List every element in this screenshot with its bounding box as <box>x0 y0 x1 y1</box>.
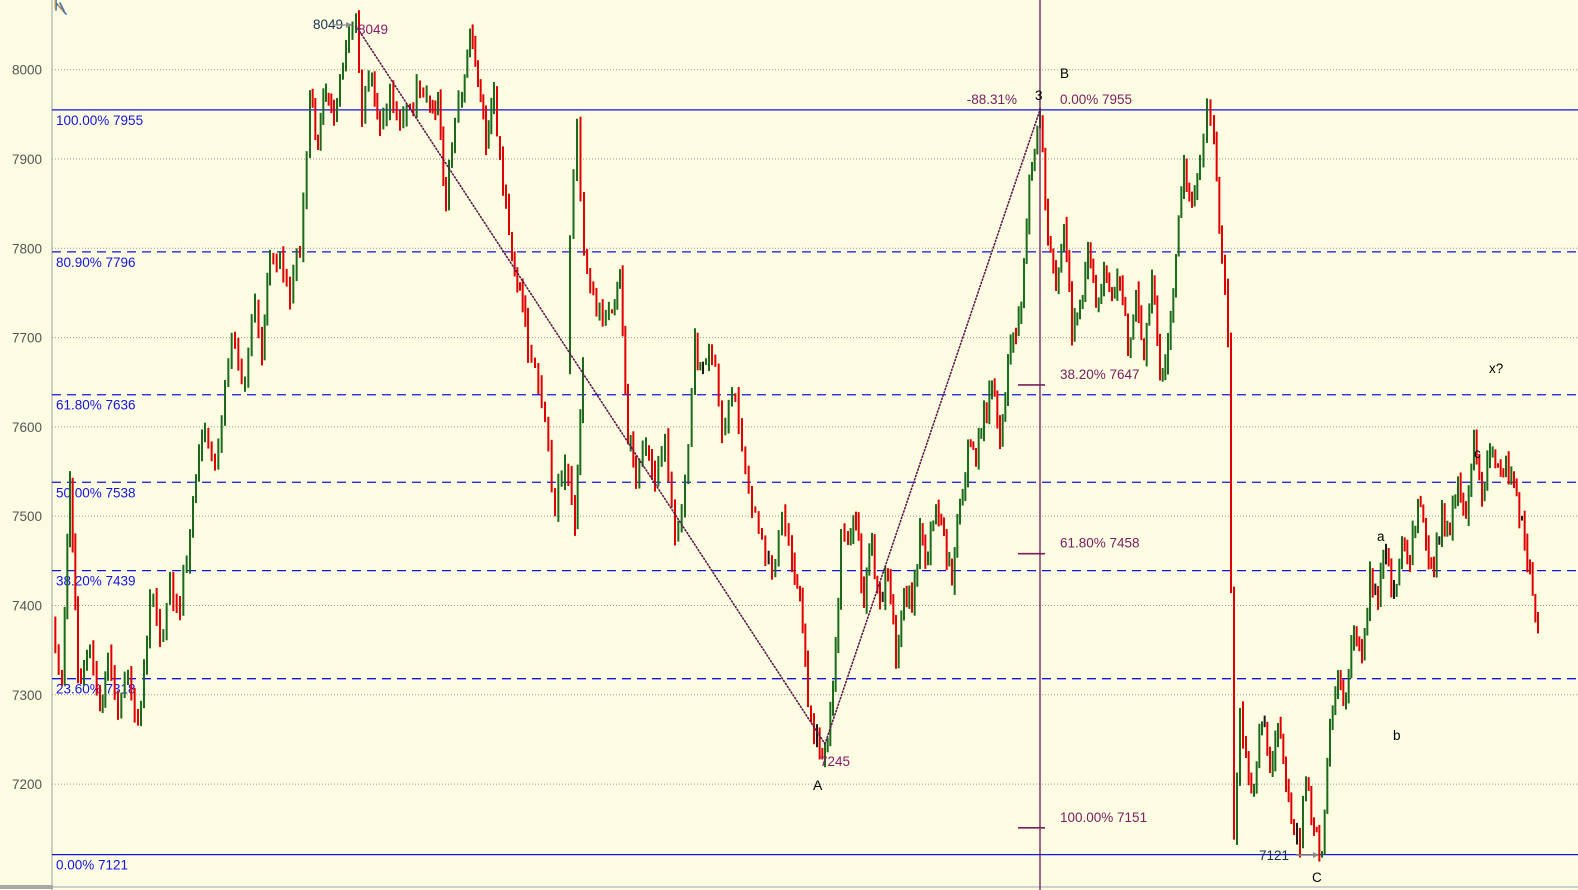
svg-text:61.80% 7458: 61.80% 7458 <box>1060 536 1140 551</box>
svg-text:-88.31%: -88.31% <box>967 92 1017 107</box>
svg-text:B: B <box>1060 66 1069 81</box>
svg-text:C: C <box>1312 870 1322 885</box>
svg-text:7900: 7900 <box>12 152 42 167</box>
svg-text:7400: 7400 <box>12 598 42 613</box>
svg-text:100.00% 7955: 100.00% 7955 <box>56 113 143 128</box>
svg-text:50.00% 7538: 50.00% 7538 <box>56 485 136 500</box>
svg-text:7800: 7800 <box>12 241 42 256</box>
svg-text:7300: 7300 <box>12 688 42 703</box>
svg-text:0.00% 7955: 0.00% 7955 <box>1060 92 1132 107</box>
svg-text:7245: 7245 <box>820 754 850 769</box>
svg-text:8049: 8049 <box>358 22 388 37</box>
svg-text:100.00% 7151: 100.00% 7151 <box>1060 810 1147 825</box>
svg-text:7500: 7500 <box>12 509 42 524</box>
svg-text:8000: 8000 <box>12 63 42 78</box>
svg-text:A: A <box>813 777 823 793</box>
svg-text:61.80% 7636: 61.80% 7636 <box>56 398 136 413</box>
svg-text:x?: x? <box>1489 361 1503 376</box>
svg-text:b: b <box>1393 728 1401 743</box>
svg-text:7121: 7121 <box>1259 848 1289 863</box>
svg-text:7200: 7200 <box>12 777 42 792</box>
svg-text:3: 3 <box>1035 88 1043 103</box>
svg-text:80.90% 7796: 80.90% 7796 <box>56 255 136 270</box>
svg-text:7700: 7700 <box>12 331 42 346</box>
svg-text:0.00% 7121: 0.00% 7121 <box>56 858 128 873</box>
svg-text:a: a <box>1377 529 1385 544</box>
svg-text:c: c <box>1474 446 1481 461</box>
svg-text:38.20% 7647: 38.20% 7647 <box>1060 367 1140 382</box>
svg-text:7600: 7600 <box>12 420 42 435</box>
